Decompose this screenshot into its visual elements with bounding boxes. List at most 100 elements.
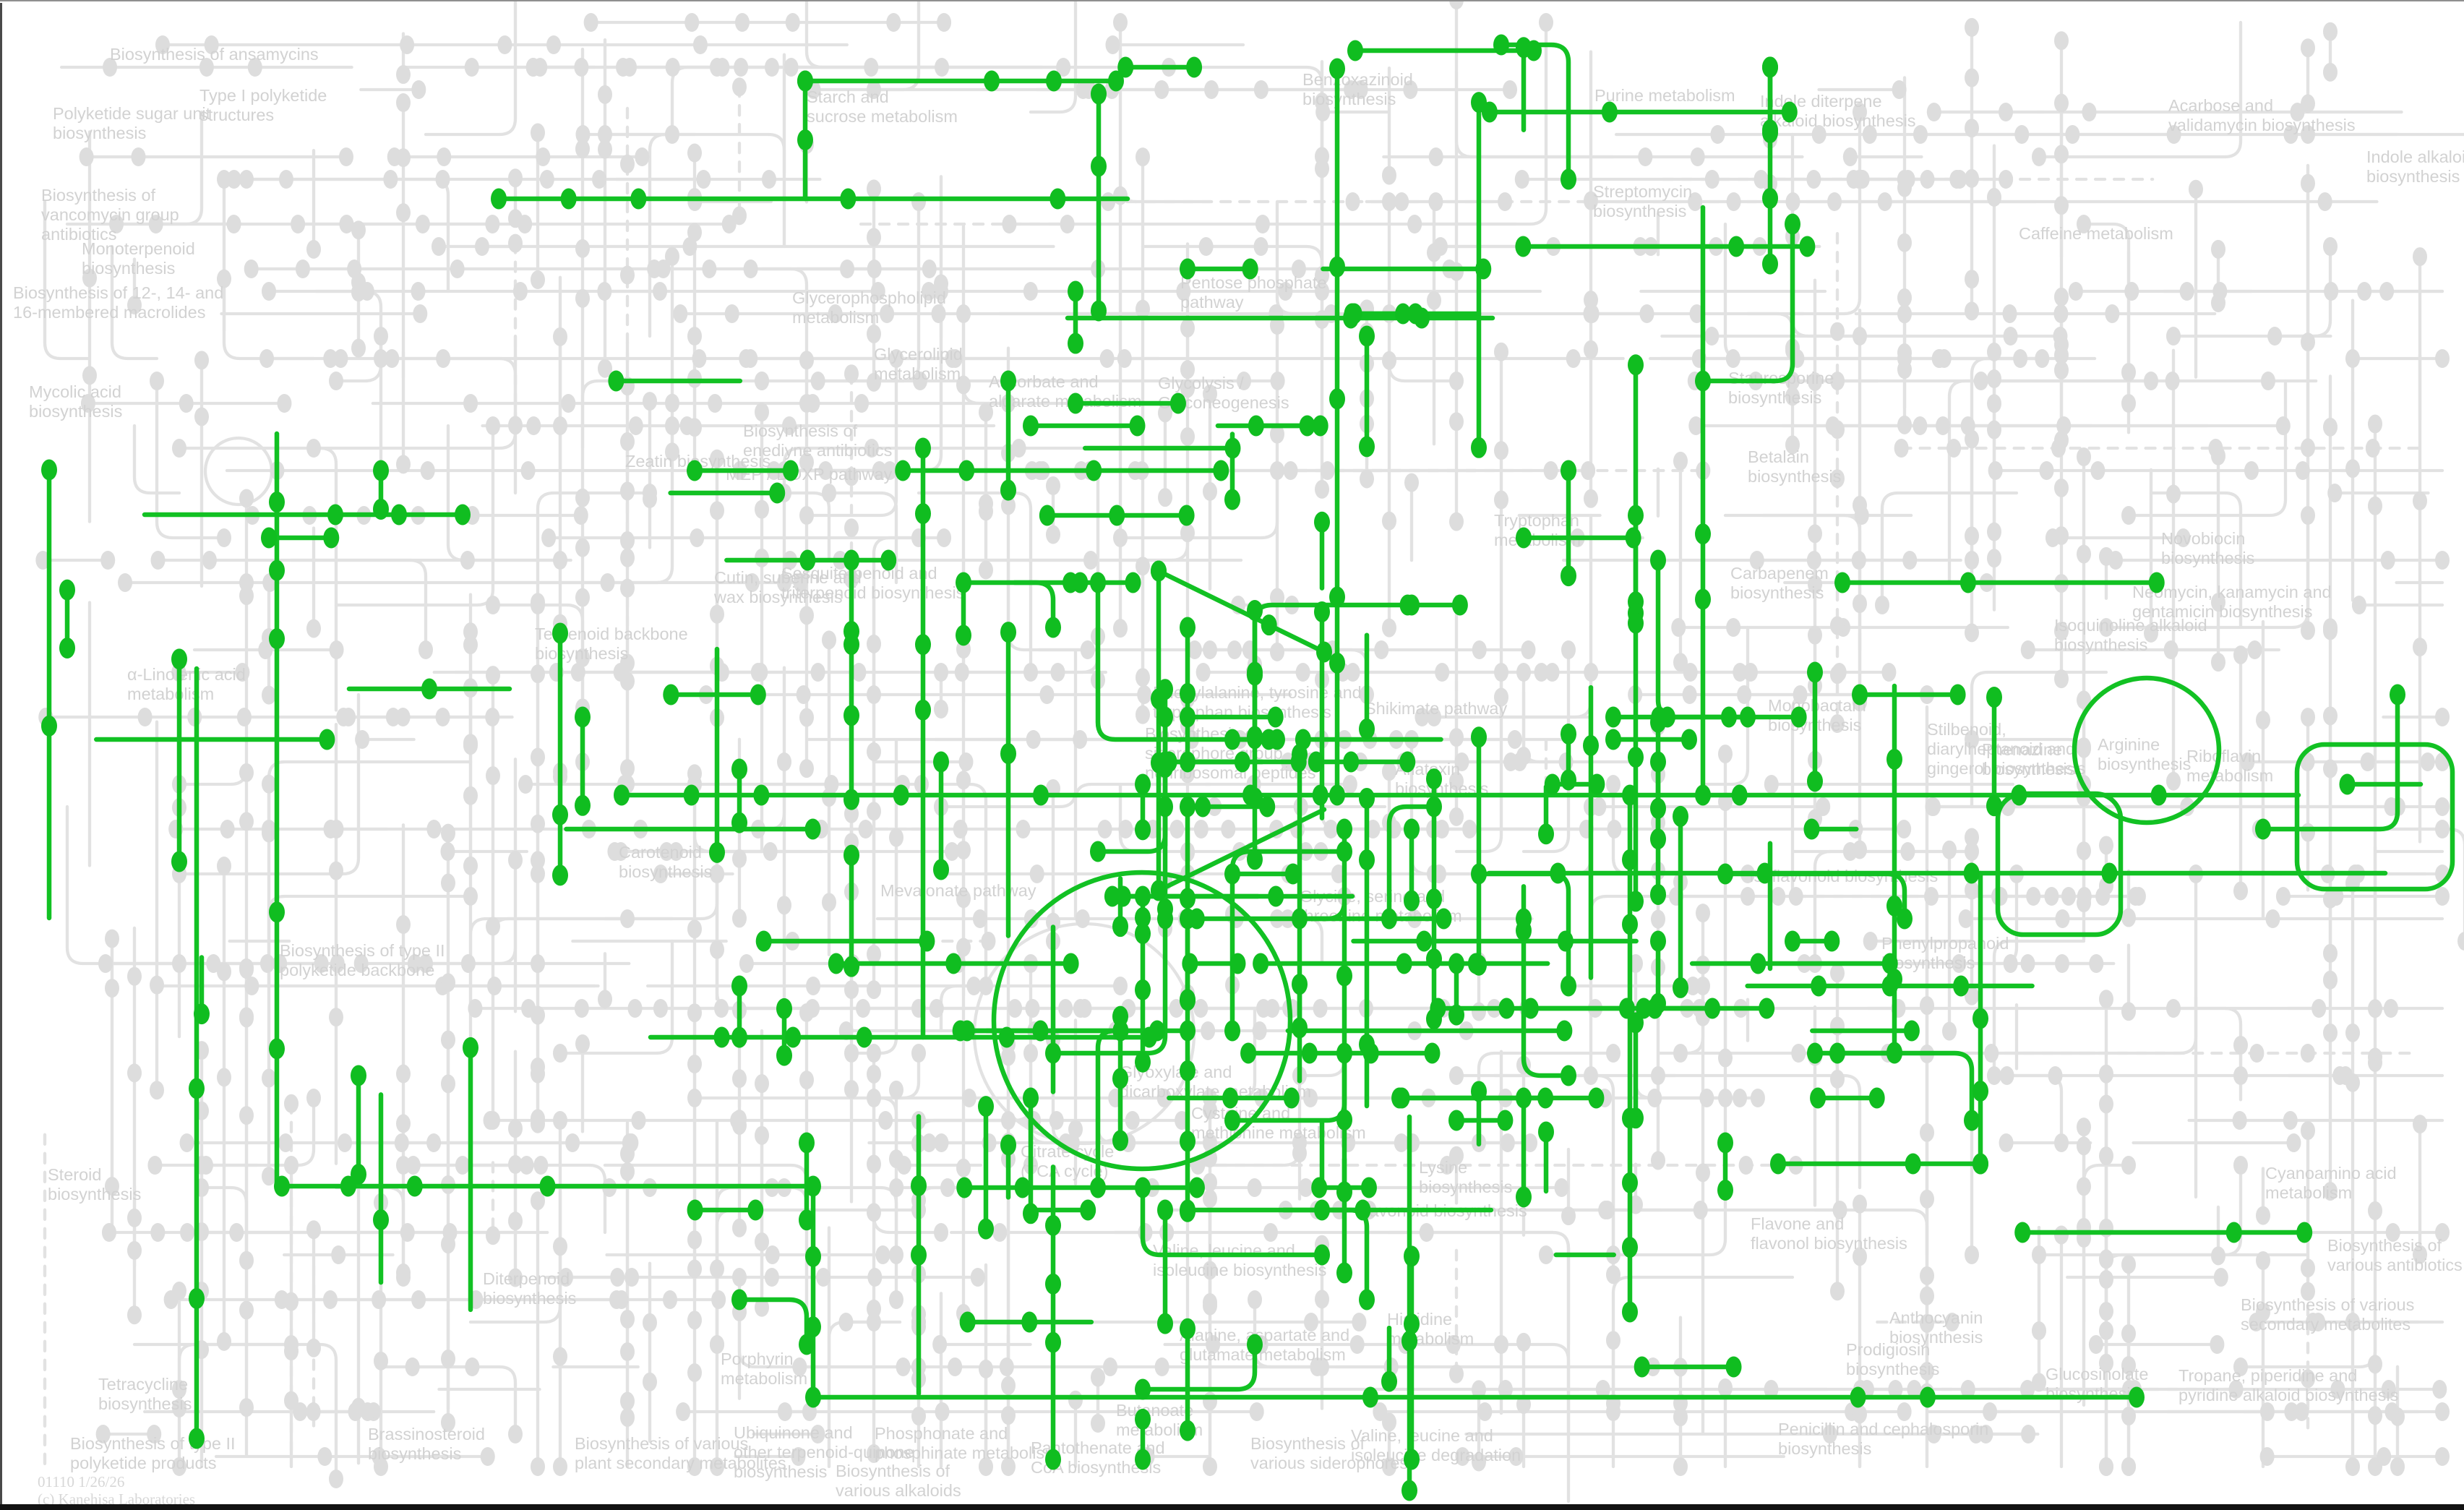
- compound-node[interactable]: [497, 35, 512, 54]
- compound-node[interactable]: [810, 663, 825, 682]
- compound-node[interactable]: [109, 215, 124, 233]
- compound-node[interactable]: [1785, 435, 1800, 455]
- compound-node[interactable]: [889, 828, 903, 847]
- compound-node[interactable]: [405, 1156, 421, 1175]
- compound-node[interactable]: [755, 499, 769, 519]
- highlighted-compound-node[interactable]: [1000, 743, 1016, 765]
- compound-node[interactable]: [1315, 1357, 1329, 1376]
- compound-node[interactable]: [2020, 1380, 2035, 1399]
- compound-node[interactable]: [1075, 909, 1090, 928]
- compound-node[interactable]: [1987, 1066, 2001, 1085]
- compound-node[interactable]: [1278, 282, 1293, 301]
- compound-node[interactable]: [2089, 954, 2104, 973]
- compound-node[interactable]: [1352, 1313, 1367, 1331]
- compound-node[interactable]: [400, 35, 415, 54]
- compound-node[interactable]: [137, 708, 153, 726]
- compound-node[interactable]: [1606, 1265, 1621, 1284]
- compound-node[interactable]: [2413, 1245, 2427, 1264]
- highlighted-compound-node[interactable]: [1135, 1378, 1151, 1400]
- compound-node[interactable]: [531, 1109, 545, 1128]
- compound-node[interactable]: [2121, 1356, 2136, 1376]
- pathway-label[interactable]: Alanine, aspartate and glutamate metaboli…: [1180, 1326, 1349, 1364]
- highlighted-compound-node[interactable]: [1180, 1131, 1195, 1152]
- compound-node[interactable]: [519, 1156, 534, 1175]
- compound-node[interactable]: [1455, 1447, 1470, 1466]
- highlighted-compound-node[interactable]: [1414, 307, 1430, 329]
- highlighted-compound-node[interactable]: [1151, 560, 1167, 582]
- compound-node[interactable]: [687, 1259, 702, 1279]
- compound-node[interactable]: [1113, 186, 1128, 205]
- highlighted-compound-node[interactable]: [1404, 818, 1420, 840]
- compound-node[interactable]: [2249, 1044, 2265, 1063]
- compound-node[interactable]: [486, 766, 500, 786]
- highlighted-compound-node[interactable]: [1561, 168, 1576, 190]
- compound-node[interactable]: [1023, 663, 1038, 682]
- pathway-label[interactable]: Pentose phosphate pathway: [1180, 273, 1327, 312]
- compound-node[interactable]: [2068, 282, 2083, 301]
- compound-node[interactable]: [1539, 1245, 1553, 1264]
- compound-node[interactable]: [979, 1457, 993, 1476]
- compound-node[interactable]: [2368, 414, 2382, 434]
- compound-node[interactable]: [687, 1089, 702, 1107]
- compound-node[interactable]: [355, 730, 370, 749]
- compound-node[interactable]: [1999, 103, 2014, 121]
- compound-node[interactable]: [792, 1357, 807, 1376]
- highlighted-compound-node[interactable]: [1292, 974, 1308, 995]
- compound-node[interactable]: [597, 282, 612, 301]
- highlighted-compound-node[interactable]: [1292, 908, 1308, 930]
- compound-node[interactable]: [979, 494, 993, 513]
- compound-node[interactable]: [206, 954, 221, 973]
- compound-node[interactable]: [734, 13, 750, 32]
- highlighted-compound-node[interactable]: [911, 1244, 927, 1266]
- highlighted-compound-node[interactable]: [1811, 975, 1827, 997]
- compound-node[interactable]: [531, 1191, 545, 1211]
- compound-node[interactable]: [2144, 372, 2158, 390]
- highlighted-compound-node[interactable]: [1355, 1199, 1371, 1221]
- highlighted-compound-node[interactable]: [1336, 1042, 1352, 1064]
- compound-node[interactable]: [1673, 1044, 1688, 1063]
- highlighted-compound-node[interactable]: [1180, 1420, 1195, 1441]
- compound-node[interactable]: [1313, 999, 1328, 1018]
- compound-node[interactable]: [784, 58, 799, 77]
- compound-node[interactable]: [810, 1425, 825, 1443]
- compound-node[interactable]: [1315, 93, 1329, 112]
- compound-node[interactable]: [598, 140, 612, 159]
- highlighted-compound-node[interactable]: [1135, 1449, 1151, 1470]
- compound-node[interactable]: [2233, 1156, 2248, 1175]
- compound-node[interactable]: [867, 324, 881, 343]
- highlighted-compound-node[interactable]: [750, 684, 766, 705]
- compound-node[interactable]: [2413, 1115, 2427, 1134]
- compound-node[interactable]: [956, 938, 971, 957]
- compound-node[interactable]: [2294, 1402, 2309, 1421]
- compound-node[interactable]: [2381, 1380, 2396, 1399]
- compound-node[interactable]: [1187, 640, 1202, 659]
- compound-node[interactable]: [278, 170, 293, 189]
- compound-node[interactable]: [441, 873, 455, 893]
- compound-node[interactable]: [1404, 473, 1419, 492]
- compound-node[interactable]: [2077, 544, 2091, 564]
- compound-node[interactable]: [1516, 663, 1531, 682]
- compound-node[interactable]: [818, 461, 833, 480]
- compound-node[interactable]: [1793, 685, 1808, 704]
- compound-node[interactable]: [306, 1220, 321, 1240]
- highlighted-compound-node[interactable]: [1039, 505, 1055, 526]
- compound-node[interactable]: [1058, 999, 1073, 1018]
- highlighted-compound-node[interactable]: [1253, 953, 1269, 974]
- highlighted-compound-node[interactable]: [1157, 1199, 1173, 1221]
- compound-node[interactable]: [1523, 1133, 1538, 1152]
- compound-node[interactable]: [844, 1079, 859, 1099]
- pathway-label[interactable]: Steroid biosynthesis: [48, 1165, 141, 1204]
- compound-node[interactable]: [1382, 762, 1396, 781]
- compound-node[interactable]: [1688, 192, 1703, 211]
- highlighted-compound-node[interactable]: [1248, 415, 1264, 437]
- highlighted-compound-node[interactable]: [1762, 119, 1778, 141]
- highlighted-compound-node[interactable]: [552, 804, 568, 825]
- highlighted-compound-node[interactable]: [1622, 1237, 1638, 1258]
- highlighted-compound-node[interactable]: [1240, 1042, 1257, 1064]
- compound-node[interactable]: [2413, 638, 2427, 657]
- compound-node[interactable]: [314, 954, 329, 973]
- compound-node[interactable]: [653, 282, 668, 301]
- highlighted-compound-node[interactable]: [1720, 706, 1737, 728]
- highlighted-compound-node[interactable]: [1090, 841, 1106, 862]
- compound-node[interactable]: [508, 233, 523, 253]
